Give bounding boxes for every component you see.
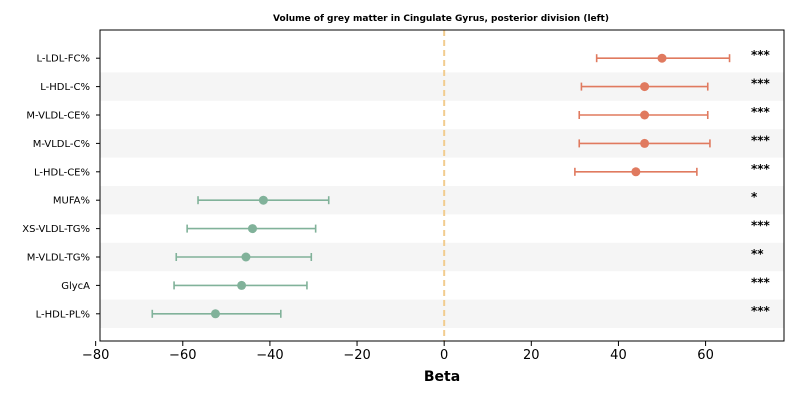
x-tick-label: −80 — [82, 348, 109, 363]
chart-title: Volume of grey matter in Cingulate Gyrus… — [273, 14, 609, 24]
row-label: MUFA% — [53, 196, 90, 207]
x-tick-label: −20 — [343, 348, 370, 363]
x-tick-label: −40 — [256, 348, 283, 363]
beta-point — [210, 309, 220, 319]
significance-label: *** — [751, 48, 771, 62]
beta-point — [237, 280, 247, 290]
beta-point — [640, 82, 650, 92]
forest-row: MUFA% * — [53, 190, 758, 207]
forest-row: XS-VLDL-TG% *** — [22, 219, 770, 236]
beta-point — [640, 138, 650, 148]
row-label: L-HDL-CE% — [34, 167, 90, 178]
row-label: M-VLDL-TG% — [27, 253, 90, 264]
beta-point — [631, 167, 641, 177]
significance-label: *** — [751, 275, 771, 289]
significance-label: *** — [751, 162, 771, 176]
significance-label: *** — [751, 133, 771, 147]
beta-point — [258, 195, 268, 205]
x-tick-label: 0 — [440, 348, 448, 363]
forest-row: M-VLDL-TG% ** — [27, 247, 764, 264]
x-tick-label: −60 — [169, 348, 196, 363]
significance-label: *** — [751, 219, 771, 233]
row-label: L-LDL-FC% — [36, 54, 90, 65]
x-tick-label: 40 — [610, 348, 627, 363]
significance-label: ** — [751, 247, 764, 261]
forest-row: L-HDL-CE% *** — [34, 162, 771, 179]
row-label: L-HDL-C% — [40, 82, 90, 93]
rows: L-LDL-FC% ***L-HDL-C% ***M-VLDL-CE% ***M-VL… — [22, 48, 770, 320]
significance-label: *** — [751, 304, 771, 318]
row-label: XS-VLDL-TG% — [22, 224, 90, 235]
forest-row: M-VLDL-C% *** — [33, 133, 771, 150]
beta-point — [241, 252, 251, 262]
row-label: M-VLDL-C% — [33, 139, 90, 150]
significance-label: *** — [751, 77, 771, 91]
significance-label: *** — [751, 105, 771, 119]
significance-label: * — [751, 190, 758, 204]
beta-point — [657, 53, 667, 63]
x-tick-label: 60 — [697, 348, 714, 363]
forest-row: L-HDL-PL% *** — [36, 304, 771, 321]
row-label: GlycA — [61, 281, 90, 292]
forest-row: L-HDL-C% *** — [40, 77, 770, 94]
beta-point — [247, 224, 257, 234]
forest-row: GlycA *** — [61, 275, 770, 292]
x-tick-label: 20 — [523, 348, 540, 363]
forest-row: L-LDL-FC% *** — [36, 48, 770, 64]
row-label: L-HDL-PL% — [36, 309, 90, 320]
plot-frame — [99, 29, 785, 342]
x-axis: −80 −60 −40 −20 0 20 40 60 — [82, 341, 714, 363]
beta-point — [640, 110, 650, 120]
x-axis-label: Beta — [424, 369, 460, 385]
row-label: M-VLDL-CE% — [26, 111, 90, 122]
forest-row: M-VLDL-CE% *** — [26, 105, 770, 122]
